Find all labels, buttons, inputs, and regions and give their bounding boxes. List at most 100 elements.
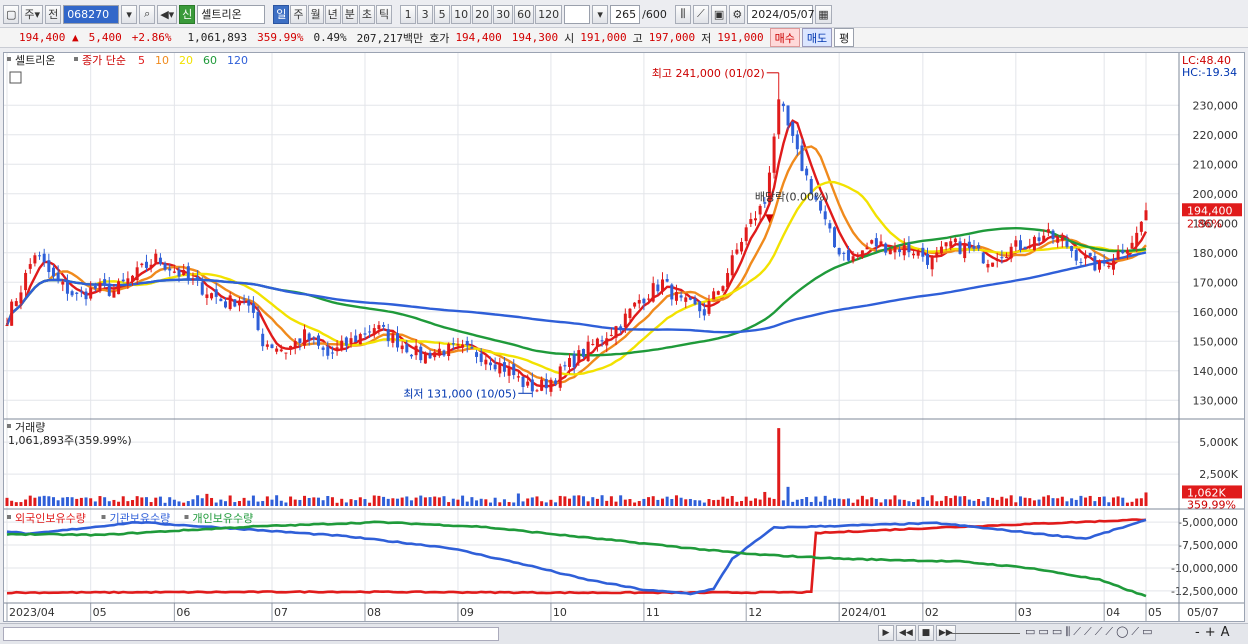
candle-body: [400, 345, 404, 350]
candle-body: [981, 252, 985, 264]
sell-button[interactable]: 매도: [801, 28, 833, 47]
tool-icon-7[interactable]: ⟋: [1105, 625, 1114, 638]
volume-bar: [10, 500, 14, 506]
volume-bar: [809, 501, 813, 506]
volume-bar: [1102, 496, 1106, 506]
count-1-button[interactable]: 1: [400, 4, 417, 24]
candle-body: [168, 268, 172, 271]
tool-icon-4[interactable]: ⟋: [1073, 625, 1081, 638]
chart-svg[interactable]: 130,000 140,000 150,000 160,000 170,000 180,0…: [4, 53, 1244, 621]
candle-body: [265, 344, 269, 347]
period-6-button[interactable]: 틱: [376, 4, 393, 24]
save-icon[interactable]: ▣: [710, 4, 728, 24]
candle-body: [1042, 235, 1046, 242]
candle-body: [303, 329, 307, 346]
tool-icon-8[interactable]: ◯: [1116, 625, 1129, 638]
period-4-button[interactable]: 분: [341, 4, 358, 24]
volume-bar: [396, 498, 400, 506]
candle-body: [242, 298, 246, 300]
period-0-button[interactable]: 일: [273, 4, 290, 24]
tool-icon-9[interactable]: ⟋: [1131, 625, 1140, 638]
volume-bar: [247, 500, 251, 506]
calendar-icon[interactable]: ▦: [815, 4, 832, 24]
zoom-slider[interactable]: [950, 633, 1020, 634]
candle-body: [51, 267, 55, 277]
volume-bar: [661, 498, 665, 506]
count-30-button[interactable]: 30: [493, 4, 514, 24]
candles: [5, 72, 1148, 398]
eval-button[interactable]: 평: [834, 28, 855, 47]
period-1-button[interactable]: 주: [290, 4, 307, 24]
candle-body: [865, 247, 869, 250]
candle-body: [1060, 236, 1064, 241]
market-select[interactable]: 주 ▾: [21, 4, 44, 24]
period-3-button[interactable]: 년: [324, 4, 341, 24]
tool-icon-2[interactable]: ▭: [1051, 625, 1063, 638]
candle-body: [1037, 237, 1041, 242]
period-5-button[interactable]: 초: [358, 4, 376, 24]
shin-badge[interactable]: 신: [179, 4, 196, 24]
count-20-button[interactable]: 20: [472, 4, 493, 24]
tool-icon-10[interactable]: ▭: [1142, 625, 1153, 638]
candle-body: [702, 309, 706, 316]
stock-name-field[interactable]: 셀트리온: [197, 4, 266, 24]
count-10-button[interactable]: 10: [451, 4, 472, 24]
candle-body: [1093, 256, 1097, 271]
nav-button-2[interactable]: ■: [917, 625, 934, 641]
market-label: 주: [24, 8, 35, 21]
period-2-button[interactable]: 월: [307, 4, 324, 24]
nav-button-1[interactable]: ◀◀: [896, 625, 916, 641]
tool-icon-5[interactable]: ⟋: [1083, 625, 1092, 638]
candle-icon[interactable]: ⫼: [674, 4, 691, 24]
sound-icon[interactable]: ◀▾: [157, 4, 178, 24]
tool-icon-0[interactable]: ▭: [1025, 625, 1036, 638]
scroll-track[interactable]: [3, 627, 499, 641]
draw-icon[interactable]: ⟋: [692, 4, 709, 24]
candle-body: [595, 338, 599, 346]
search-icon[interactable]: ⌕: [139, 4, 156, 24]
code-dropdown-icon[interactable]: ▾: [121, 4, 138, 24]
volume-bar: [735, 501, 739, 506]
tool-icon-1[interactable]: ▭: [1038, 625, 1049, 638]
candle-body: [182, 269, 186, 276]
zoom-0-button[interactable]: -: [1195, 625, 1200, 640]
volume-bar: [405, 496, 409, 506]
candle-body: [363, 333, 367, 335]
volume-bar: [168, 497, 172, 506]
count-60-button[interactable]: 60: [514, 4, 535, 24]
candle-body: [38, 255, 42, 257]
count-5-button[interactable]: 5: [434, 4, 451, 24]
count-dropdown-icon[interactable]: ▾: [592, 4, 609, 24]
candle-body: [837, 247, 841, 255]
candle-body: [98, 282, 102, 292]
count-custom-input[interactable]: [564, 4, 591, 24]
volume-bar: [647, 497, 651, 506]
date-input[interactable]: 2024/05/07: [747, 4, 815, 24]
zoom-2-button[interactable]: A: [1220, 625, 1230, 640]
range-input[interactable]: 265: [610, 4, 641, 24]
buy-button[interactable]: 매수: [769, 28, 800, 47]
volume-bar: [242, 497, 246, 506]
tool-icon-3[interactable]: ⫼: [1065, 625, 1071, 638]
prev-button[interactable]: 전: [45, 4, 62, 24]
candle-body: [5, 325, 9, 327]
tool-icon-6[interactable]: ⟋: [1094, 625, 1103, 638]
candle-body: [740, 241, 744, 252]
volume-bar: [619, 495, 623, 506]
count-3-button[interactable]: 3: [417, 4, 434, 24]
gear-icon[interactable]: ⚙: [729, 4, 746, 24]
zoom-1-button[interactable]: +: [1204, 625, 1216, 640]
code-input[interactable]: 068270: [63, 4, 120, 24]
volume-bar: [916, 499, 920, 506]
count-120-button[interactable]: 120: [535, 4, 563, 24]
candle-body: [224, 301, 228, 308]
volume-bar: [182, 502, 186, 506]
chart-area[interactable]: 130,000 140,000 150,000 160,000 170,000 180,0…: [3, 52, 1245, 622]
volume-bar: [256, 501, 260, 506]
bottom-bar: ▶ ◀◀ ■ ▶▶ ▭ ▭ ▭ ⫼ ⟋ ⟋ ⟋ ⟋ ◯ ⟋ ▭ - + A: [0, 623, 1248, 644]
nav-button-0[interactable]: ▶: [878, 625, 894, 641]
candle-body: [42, 253, 46, 263]
chart-type-icon[interactable]: ▢: [3, 4, 20, 24]
volume-bar: [414, 497, 418, 506]
candle-body: [451, 343, 455, 345]
